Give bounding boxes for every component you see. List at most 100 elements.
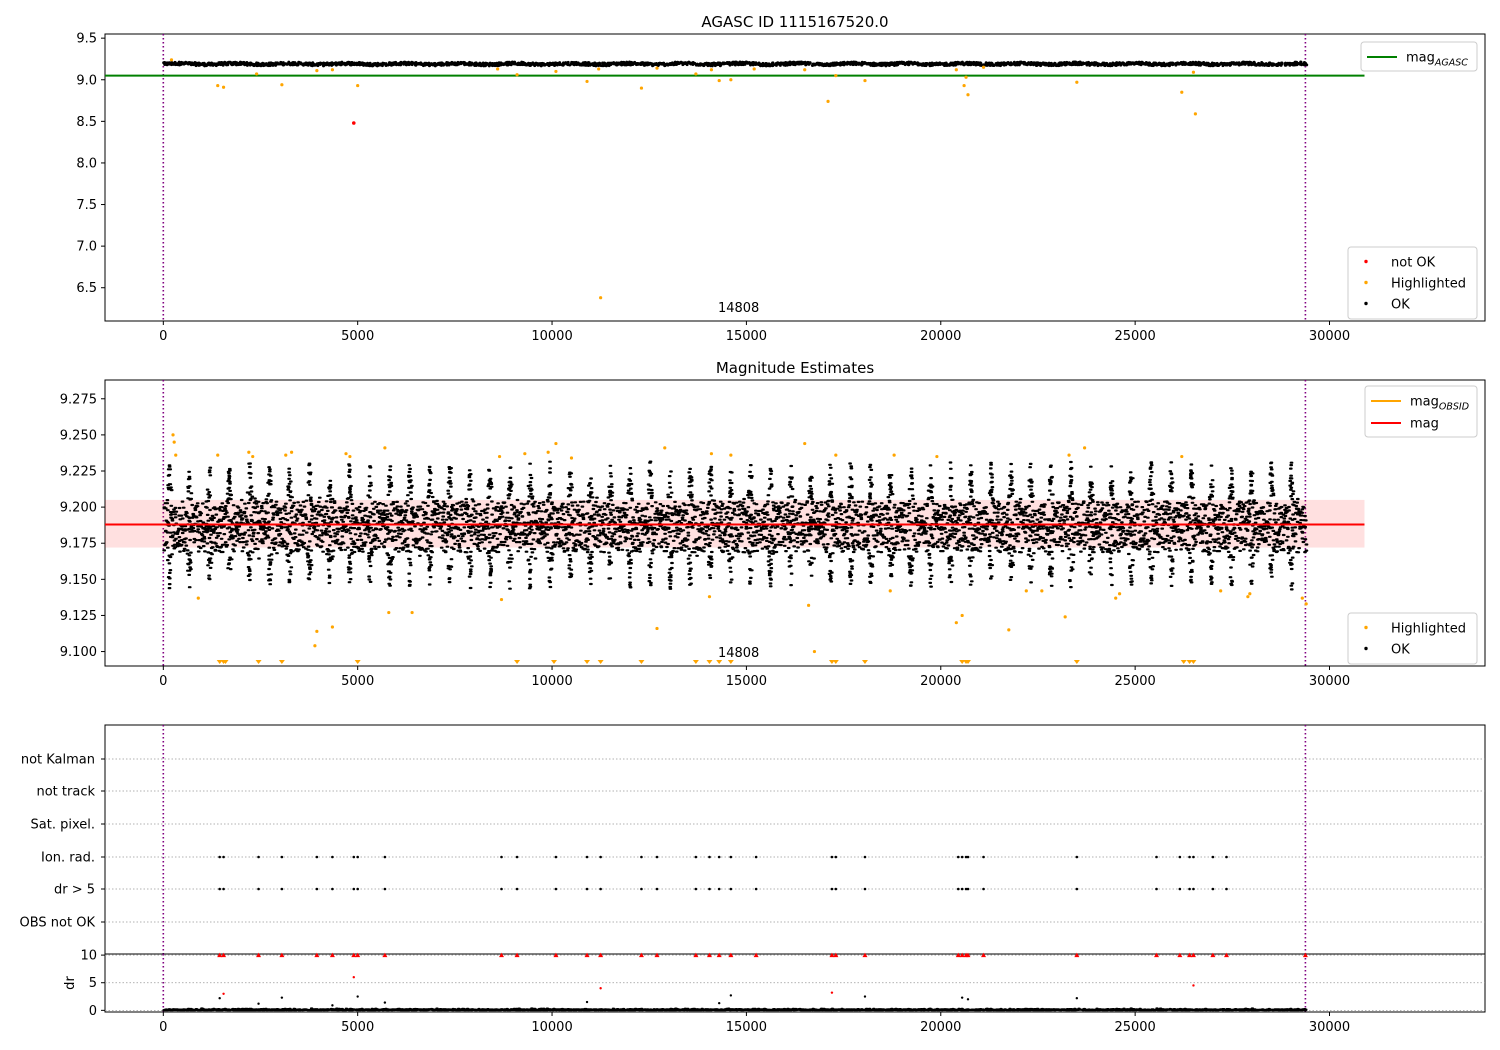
- highlighted-point: [935, 454, 939, 459]
- ok-point: [1111, 61, 1115, 65]
- flag-point: [257, 855, 260, 859]
- flag-point: [1192, 887, 1195, 891]
- flag-point: [1178, 887, 1182, 891]
- ok-point: [1183, 61, 1187, 65]
- legend-label: Highlighted: [1391, 622, 1466, 637]
- highlighted-point: [960, 613, 964, 618]
- clipped-marker: [550, 660, 557, 664]
- clipped-marker: [1073, 660, 1080, 664]
- clipped-marker: [1180, 660, 1187, 664]
- dr-clipped-marker: [1190, 952, 1196, 958]
- clipped-marker: [727, 660, 734, 664]
- flag-label: dr > 5: [54, 883, 95, 898]
- ok-point: [177, 60, 181, 64]
- ok-point: [1064, 63, 1068, 67]
- flag-point: [515, 855, 519, 859]
- dr-not-ok-point: [830, 991, 834, 994]
- clipped-marker: [716, 660, 723, 664]
- highlighted-point: [172, 440, 176, 444]
- clipped-marker: [638, 660, 645, 664]
- dr-clipped-marker: [1223, 952, 1229, 958]
- highlighted-point: [356, 83, 360, 88]
- highlighted-point: [1191, 70, 1196, 74]
- flag-point: [863, 855, 867, 859]
- dr-not-ok-point: [222, 992, 225, 995]
- flag-point: [956, 855, 960, 859]
- ok-point: [1072, 60, 1076, 64]
- ok-point: [896, 63, 900, 67]
- ok-point: [386, 63, 390, 67]
- clipped-marker: [597, 660, 604, 664]
- ok-point: [469, 62, 473, 66]
- y-tick-label: 6.5: [76, 281, 97, 296]
- dr-ok-point: [863, 995, 867, 998]
- panel-title: AGASC ID 1115167520.0: [701, 13, 888, 31]
- ok-point: [808, 61, 812, 65]
- ok-point: [1116, 63, 1120, 67]
- highlighted-point: [1248, 592, 1252, 596]
- ok-point: [399, 63, 403, 67]
- ok-point: [1203, 63, 1207, 67]
- dr-clipped-marker: [1210, 952, 1216, 958]
- y-tick-label: 8.5: [76, 115, 97, 130]
- ok-point: [1017, 62, 1021, 66]
- highlighted-point: [255, 72, 259, 76]
- highlighted-point: [803, 68, 807, 72]
- dr-not-ok-point: [599, 987, 602, 990]
- flag-point: [500, 887, 503, 891]
- highlighted-point: [174, 453, 178, 457]
- ok-point: [1147, 62, 1151, 66]
- flag-point: [257, 887, 260, 891]
- flag-point: [383, 855, 387, 859]
- ok-point: [576, 61, 580, 65]
- flag-label: not track: [36, 785, 95, 800]
- ok-point: [325, 61, 329, 65]
- ok-point: [630, 63, 634, 67]
- ok-point: [974, 61, 978, 65]
- dr-clipped-marker: [499, 952, 505, 958]
- ok-point: [373, 62, 377, 66]
- ok-point: [639, 63, 643, 67]
- highlighted-point: [251, 454, 255, 459]
- flag-point: [218, 887, 221, 891]
- flag-label: Ion. rad.: [41, 851, 95, 866]
- ok-point: [587, 61, 591, 65]
- dr-clipped-marker: [314, 952, 320, 958]
- clipped-marker: [706, 660, 713, 664]
- highlighted-point: [729, 453, 733, 457]
- ok-point: [553, 64, 557, 68]
- highlighted-point: [330, 68, 335, 72]
- ok-point: [1054, 63, 1058, 67]
- ok-point: [480, 63, 484, 67]
- flag-point: [717, 887, 721, 891]
- highlighted-point: [752, 67, 756, 71]
- ok-point: [868, 61, 872, 65]
- ok-point: [1198, 61, 1202, 65]
- y-tick-label: 9.0: [76, 73, 97, 88]
- dr-clipped-marker: [654, 952, 660, 958]
- flag-point: [356, 855, 359, 859]
- highlighted-point: [387, 610, 391, 615]
- dr-clipped-marker: [1177, 952, 1183, 958]
- panel-flags: not Kalman not track Sat. pixel. Ion. rad. d…: [20, 724, 1486, 955]
- ok-point: [654, 62, 658, 66]
- highlighted-point: [569, 456, 574, 460]
- dr-clipped-marker: [355, 952, 361, 958]
- highlighted-point: [892, 453, 896, 457]
- x-tick-label: 30000: [1309, 1020, 1350, 1035]
- flag-point: [830, 855, 834, 859]
- y-tick-label: 9.125: [60, 609, 97, 624]
- dr-ok-point: [966, 998, 970, 1001]
- highlighted-point: [709, 452, 714, 456]
- highlighted-point: [863, 78, 867, 83]
- x-tick-label: 15000: [726, 674, 767, 689]
- ok-point: [226, 63, 230, 67]
- flag-point: [655, 887, 659, 891]
- highlighted-point: [1040, 589, 1044, 593]
- dr-ok-point: [960, 996, 964, 999]
- y-tick-label: 7.0: [76, 240, 97, 255]
- dr-ok-point: [729, 994, 733, 997]
- ok-point: [1295, 60, 1299, 64]
- dr-clipped-marker: [221, 952, 227, 958]
- ok-point: [1090, 61, 1094, 65]
